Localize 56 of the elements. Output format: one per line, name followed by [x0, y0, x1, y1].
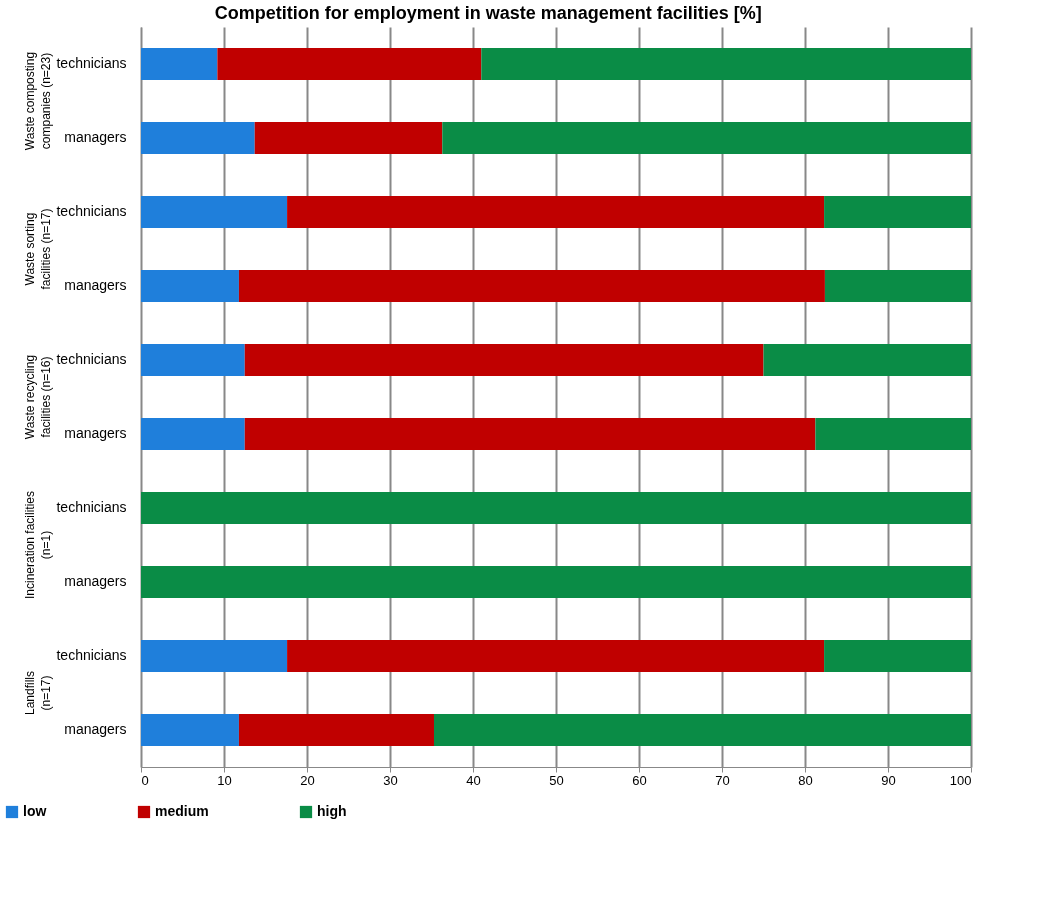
bar: [238, 714, 434, 746]
bar: [433, 714, 971, 746]
text: Waste recycling facilities (n=16): [23, 354, 53, 440]
bar: [141, 122, 255, 154]
y-tick-label: managers: [64, 277, 127, 293]
text: Incineration facilities (n=1): [23, 490, 53, 600]
x-tick-label: 100: [949, 772, 972, 788]
x-tick-label: 10: [217, 772, 232, 788]
x-tick-label: 20: [300, 772, 315, 788]
x-tick-label: 70: [715, 772, 730, 788]
y-tick-label: managers: [64, 425, 127, 441]
bar: [244, 344, 764, 376]
bar: [481, 48, 971, 80]
x-tick-label: 30: [383, 772, 398, 788]
bar: [815, 418, 971, 450]
bar: [141, 270, 239, 302]
x-tick-label: 90: [881, 772, 896, 788]
y-tick-label: managers: [64, 573, 127, 589]
y-tick-label: technicians: [56, 351, 127, 367]
y-tick-label: technicians: [56, 55, 127, 71]
bar: [141, 714, 239, 746]
legend-label: medium: [155, 803, 209, 819]
legend-label: low: [23, 803, 47, 819]
bar: [287, 196, 825, 228]
text: Landfills (n=17): [23, 670, 53, 716]
bar: [217, 48, 482, 80]
bar: [254, 122, 443, 154]
text: Waste sorting facilities (n=17): [23, 208, 53, 290]
bar: [238, 270, 825, 302]
y-tick-label: technicians: [56, 647, 127, 663]
y-tick-label: technicians: [56, 499, 127, 515]
x-tick-label: 60: [632, 772, 647, 788]
x-tick-label: 0: [141, 772, 149, 788]
bar: [141, 418, 245, 450]
bar: [141, 48, 218, 80]
x-tick-label: 50: [549, 772, 564, 788]
bar: [824, 270, 971, 302]
text: Waste composting companies (n=23): [23, 51, 53, 151]
chart-title: Competition for employment in waste management facilities [%]: [214, 3, 762, 23]
legend-label: high: [317, 803, 347, 819]
bar: [287, 640, 825, 672]
bar: [141, 196, 288, 228]
y-tick-label: managers: [64, 721, 127, 737]
bar: [141, 492, 971, 524]
bar: [824, 196, 971, 228]
y-tick-label: technicians: [56, 203, 127, 219]
bar: [763, 344, 971, 376]
y-tick-label: managers: [64, 129, 127, 145]
bar: [824, 640, 971, 672]
bar: [141, 566, 971, 598]
x-tick-label: 80: [798, 772, 813, 788]
bar: [244, 418, 816, 450]
bar: [141, 344, 245, 376]
bar: [141, 640, 288, 672]
x-tick-label: 40: [466, 772, 481, 788]
bar: [442, 122, 971, 154]
